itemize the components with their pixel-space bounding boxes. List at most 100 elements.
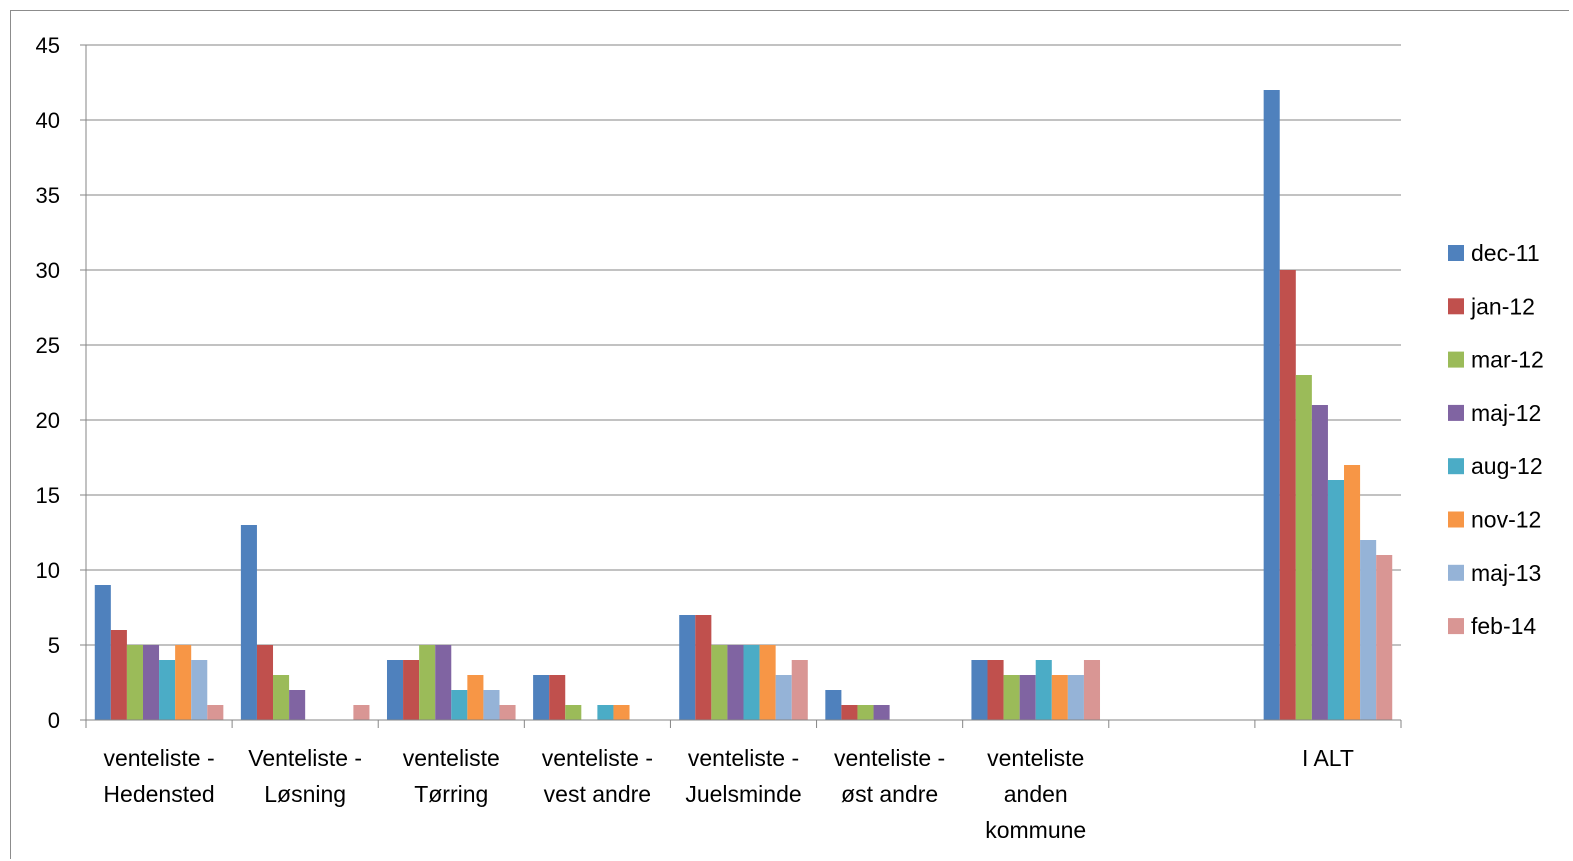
bar-dec-11 xyxy=(825,690,842,720)
legend-swatch xyxy=(1448,564,1464,581)
bar-maj-12 xyxy=(289,690,306,720)
legend-label: mar-12 xyxy=(1471,347,1544,373)
bar-maj-13 xyxy=(483,690,500,720)
bar-feb-14 xyxy=(353,705,370,720)
bar-jan-12 xyxy=(256,645,274,720)
x-tick-label: Juelsminde xyxy=(685,781,801,807)
chart-frame xyxy=(10,10,1569,859)
legend-label: jan-12 xyxy=(1470,293,1535,319)
bar-mar-12 xyxy=(1295,375,1312,720)
bar-aug-12 xyxy=(743,645,760,720)
bar-nov-12 xyxy=(613,705,630,720)
gridlines xyxy=(86,44,1401,646)
legend-swatch xyxy=(1448,458,1464,475)
y-tick-label: 35 xyxy=(36,183,60,208)
bar-maj-13 xyxy=(1067,675,1084,720)
y-tick-label: 40 xyxy=(36,108,60,133)
y-tick-label: 10 xyxy=(36,558,60,583)
bar-nov-12 xyxy=(175,645,192,720)
legend-swatch xyxy=(1448,298,1464,315)
x-tick-label: venteliste xyxy=(987,745,1084,771)
bar-maj-12 xyxy=(142,645,160,720)
bar-aug-12 xyxy=(597,705,614,720)
bar-mar-12 xyxy=(565,705,582,720)
x-tick-label: venteliste - xyxy=(834,745,945,771)
legend: dec-11 jan-12 mar-12 maj-12 aug-12 nov-12 maj-… xyxy=(1448,240,1544,639)
bar-jan-12 xyxy=(549,675,566,720)
bar-mar-12 xyxy=(419,645,436,720)
bar-feb-14 xyxy=(1083,660,1101,720)
legend-swatch xyxy=(1448,511,1464,528)
axes: 0 5 10 15 20 25 30 35 40 45 venteliste - Hedensted V… xyxy=(36,33,1402,843)
legend-swatch xyxy=(1448,618,1464,635)
y-tick-label: 20 xyxy=(36,408,60,433)
bar-jan-12 xyxy=(403,660,420,720)
y-tick-label: 0 xyxy=(48,708,60,733)
legend-swatch xyxy=(1448,351,1464,368)
bar-nov-12 xyxy=(1051,675,1068,720)
bar-jan-12 xyxy=(987,660,1004,720)
legend-label: aug-12 xyxy=(1471,453,1543,479)
legend-label: nov-12 xyxy=(1471,507,1541,533)
legend-swatch xyxy=(1448,404,1464,421)
x-tick-label: Hedensted xyxy=(103,781,214,807)
bar-dec-11 xyxy=(386,660,404,720)
bar-feb-14 xyxy=(499,705,516,720)
x-tick-label: Tørring xyxy=(414,781,488,807)
x-tick-label: venteliste xyxy=(403,745,500,771)
x-tick-label: venteliste - xyxy=(103,745,214,771)
bars xyxy=(94,90,1393,720)
bar-jan-12 xyxy=(1279,270,1296,720)
bar-mar-12 xyxy=(126,645,143,720)
x-tick-label: Løsning xyxy=(264,781,346,807)
bar-feb-14 xyxy=(1376,555,1393,720)
bar-dec-11 xyxy=(971,660,988,720)
legend-label: feb-14 xyxy=(1471,613,1536,639)
y-tick-label: 30 xyxy=(36,258,60,283)
bar-dec-11 xyxy=(1263,90,1280,720)
bar-maj-13 xyxy=(1360,540,1377,720)
bar-nov-12 xyxy=(1344,465,1361,720)
bar-dec-11 xyxy=(240,525,257,720)
x-tick-label: øst andre xyxy=(841,781,938,807)
x-tick-label: venteliste - xyxy=(542,745,653,771)
bar-aug-12 xyxy=(451,690,468,720)
bar-maj-12 xyxy=(873,705,890,720)
bar-aug-12 xyxy=(1327,480,1345,720)
x-tick-label: anden xyxy=(1004,781,1068,807)
bar-nov-12 xyxy=(467,675,484,720)
bar-dec-11 xyxy=(533,675,550,720)
bar-feb-14 xyxy=(791,660,808,720)
bar-feb-14 xyxy=(207,705,224,720)
bar-mar-12 xyxy=(1003,675,1020,720)
bar-dec-11 xyxy=(94,585,111,720)
x-tick-label: vest andre xyxy=(544,781,651,807)
bar-maj-12 xyxy=(727,645,744,720)
legend-label: maj-12 xyxy=(1471,400,1541,426)
bar-maj-12 xyxy=(1311,405,1328,720)
legend-swatch xyxy=(1448,245,1464,261)
bar-maj-13 xyxy=(191,660,208,720)
bar-maj-12 xyxy=(435,645,452,720)
x-tick-label: I ALT xyxy=(1302,745,1354,771)
x-tick-label: kommune xyxy=(985,817,1086,843)
legend-label: dec-11 xyxy=(1471,240,1540,266)
bar-maj-13 xyxy=(775,675,792,720)
bar-nov-12 xyxy=(759,645,776,720)
bar-jan-12 xyxy=(110,630,127,720)
bar-mar-12 xyxy=(273,675,290,720)
y-tick-label: 45 xyxy=(36,33,60,58)
bar-aug-12 xyxy=(1035,660,1052,720)
y-tick-label: 25 xyxy=(36,333,60,358)
bar-jan-12 xyxy=(841,705,858,720)
bar-dec-11 xyxy=(679,615,696,720)
bar-maj-12 xyxy=(1019,675,1036,720)
x-tick-label: Venteliste - xyxy=(248,745,362,771)
bar-jan-12 xyxy=(695,615,712,720)
x-tick-label: venteliste - xyxy=(688,745,799,771)
y-tick-label: 5 xyxy=(48,633,60,658)
legend-label: maj-13 xyxy=(1471,560,1541,586)
bar-mar-12 xyxy=(857,705,874,720)
bar-mar-12 xyxy=(711,645,728,720)
